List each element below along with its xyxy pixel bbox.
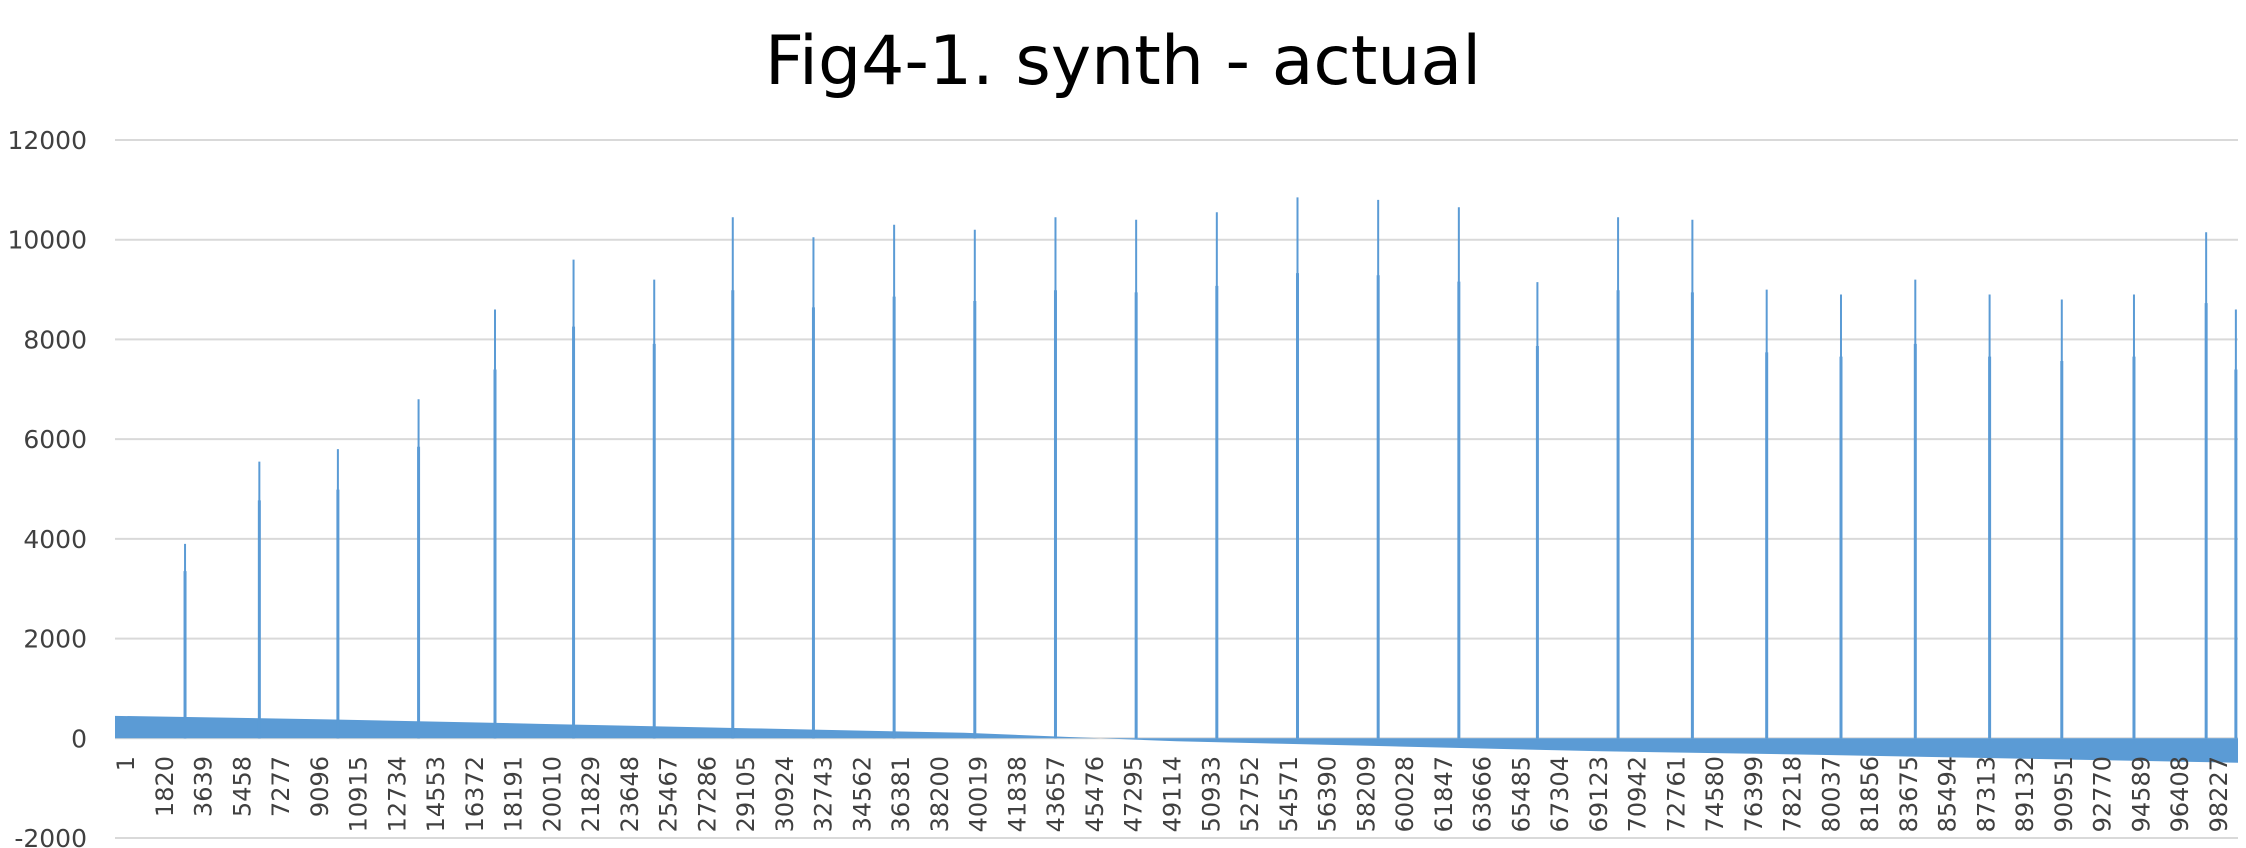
y-tick-label: -2000 — [14, 824, 87, 848]
x-tick-label: 45476 — [1081, 756, 1109, 832]
x-tick-label: 80037 — [1817, 756, 1845, 832]
x-tick-label: 43657 — [1042, 756, 1070, 832]
x-tick-label: 18191 — [500, 756, 528, 832]
x-tick-label: 7277 — [267, 756, 295, 817]
data-peaks — [183, 197, 2238, 739]
x-tick-label: 72761 — [1662, 756, 1690, 832]
x-axis-ticks: 1 1820 3639 5458 7277 9096 10915 12734 14553 1637… — [112, 756, 2233, 832]
x-tick-label: 34562 — [848, 756, 876, 832]
x-tick-label: 70942 — [1624, 756, 1652, 832]
x-tick-label: 98227 — [2205, 756, 2233, 832]
x-tick-label: 40019 — [965, 756, 993, 832]
x-tick-label: 1820 — [151, 756, 179, 817]
x-tick-label: 50933 — [1197, 756, 1225, 832]
y-tick-label: 4000 — [23, 525, 87, 554]
y-tick-label: 12000 — [7, 126, 87, 155]
x-tick-label: 29105 — [732, 756, 760, 832]
x-tick-label: 23648 — [616, 756, 644, 832]
x-tick-label: 90951 — [2050, 756, 2078, 832]
x-tick-label: 67304 — [1546, 756, 1574, 832]
x-tick-label: 14553 — [422, 756, 450, 832]
x-tick-label: 60028 — [1391, 756, 1419, 832]
baseline-area — [115, 715, 2238, 763]
x-tick-label: 78218 — [1779, 756, 1807, 832]
y-tick-label: 0 — [71, 724, 87, 753]
y-tick-label: 10000 — [7, 226, 87, 255]
x-tick-label: 69123 — [1585, 756, 1613, 832]
chart-title: Fig4-1. synth - actual — [764, 22, 1482, 101]
y-axis-ticks: 12000 10000 8000 6000 4000 2000 0 -2000 — [7, 126, 87, 848]
x-tick-label: 61847 — [1430, 756, 1458, 832]
x-tick-label: 5458 — [228, 756, 256, 817]
x-tick-label: 25467 — [655, 756, 683, 832]
x-tick-label: 32743 — [810, 756, 838, 832]
y-tick-label: 2000 — [23, 625, 87, 654]
x-tick-label: 12734 — [383, 756, 411, 832]
x-tick-label: 58209 — [1352, 756, 1380, 832]
x-tick-label: 47295 — [1120, 756, 1148, 832]
x-tick-label: 54571 — [1275, 756, 1303, 832]
x-tick-label: 96408 — [2166, 756, 2194, 832]
x-tick-label: 10915 — [345, 756, 373, 832]
x-tick-label: 85494 — [1934, 756, 1962, 832]
data-area — [115, 715, 2238, 763]
x-tick-label: 3639 — [190, 756, 218, 817]
x-tick-label: 21829 — [577, 756, 605, 832]
x-tick-label: 65485 — [1507, 756, 1535, 832]
x-tick-label: 76399 — [1740, 756, 1768, 832]
x-tick-label: 9096 — [306, 756, 334, 817]
x-tick-label: 87313 — [1972, 756, 2000, 832]
x-tick-label: 49114 — [1159, 756, 1187, 832]
x-tick-label: 56390 — [1314, 756, 1342, 832]
x-tick-label: 89132 — [2011, 756, 2039, 832]
x-tick-label: 94589 — [2127, 756, 2155, 832]
x-tick-label: 16372 — [461, 756, 489, 832]
y-tick-label: 6000 — [23, 425, 87, 454]
x-tick-label: 81856 — [1856, 756, 1884, 832]
x-tick-label: 36381 — [887, 756, 915, 832]
x-tick-label: 1 — [112, 756, 140, 771]
x-tick-label: 41838 — [1003, 756, 1031, 832]
x-tick-label: 27286 — [693, 756, 721, 832]
x-tick-label: 63666 — [1469, 756, 1497, 832]
x-tick-label: 74580 — [1701, 756, 1729, 832]
x-tick-label: 92770 — [2089, 756, 2117, 832]
x-tick-label: 83675 — [1895, 756, 1923, 832]
x-tick-label: 20010 — [538, 756, 566, 832]
x-tick-label: 38200 — [926, 756, 954, 832]
x-tick-label: 52752 — [1236, 756, 1264, 832]
x-tick-label: 30924 — [771, 756, 799, 832]
y-tick-label: 8000 — [23, 325, 87, 354]
